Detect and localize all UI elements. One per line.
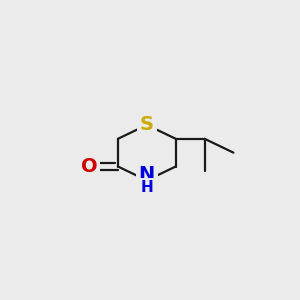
Text: S: S (140, 116, 154, 134)
Text: N: N (139, 165, 155, 184)
Text: O: O (81, 157, 98, 176)
Text: H: H (140, 180, 153, 195)
